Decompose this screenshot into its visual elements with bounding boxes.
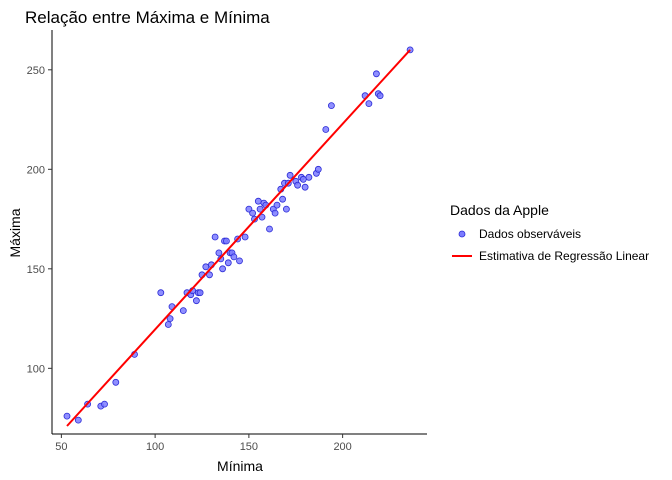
regression-line bbox=[66, 49, 411, 427]
data-point bbox=[74, 416, 82, 424]
data-point bbox=[258, 213, 266, 221]
x-tick-label: 200 bbox=[333, 441, 351, 453]
data-point bbox=[294, 181, 302, 189]
y-tick-label: 200 bbox=[27, 164, 45, 176]
data-point bbox=[273, 201, 281, 209]
data-point bbox=[222, 237, 230, 245]
data-point bbox=[301, 183, 309, 191]
data-point bbox=[249, 209, 257, 217]
data-point bbox=[224, 259, 232, 267]
legend-line-label: Estimativa de Regressão Linear bbox=[479, 249, 649, 263]
data-point bbox=[206, 271, 213, 279]
data-point bbox=[219, 265, 227, 273]
data-point bbox=[157, 289, 165, 297]
data-point bbox=[299, 175, 307, 183]
data-point bbox=[202, 263, 210, 271]
y-tick-label: 250 bbox=[27, 65, 45, 77]
data-point bbox=[236, 257, 243, 265]
plot-area bbox=[63, 46, 414, 427]
legend-title: Dados da Apple bbox=[450, 202, 549, 218]
data-point bbox=[286, 171, 294, 179]
data-point bbox=[166, 315, 174, 323]
data-point bbox=[376, 92, 384, 100]
data-point bbox=[63, 412, 71, 420]
regression-lines bbox=[66, 49, 411, 427]
data-point bbox=[279, 195, 287, 203]
x-tick-label: 150 bbox=[240, 441, 258, 453]
x-axis-ticks: 50 100 150 200 bbox=[55, 434, 352, 453]
x-axis-title: Mínima bbox=[217, 458, 263, 474]
legend-point-key bbox=[458, 230, 466, 238]
x-tick-label: 50 bbox=[55, 441, 67, 453]
y-axis-title: Máxima bbox=[7, 208, 23, 257]
data-point bbox=[211, 233, 219, 241]
data-point bbox=[215, 249, 223, 257]
data-point bbox=[256, 205, 264, 213]
data-point bbox=[196, 289, 204, 297]
data-point bbox=[254, 197, 262, 205]
legend: Dados da Apple Dados observáveis Estimat… bbox=[450, 202, 649, 263]
data-point bbox=[271, 209, 279, 217]
data-point bbox=[322, 126, 330, 133]
data-point bbox=[327, 102, 335, 109]
data-point bbox=[164, 321, 172, 328]
data-point bbox=[314, 165, 322, 173]
x-tick-label: 100 bbox=[146, 441, 164, 453]
y-tick-label: 150 bbox=[27, 264, 45, 276]
data-point bbox=[305, 173, 313, 181]
data-point bbox=[112, 378, 120, 386]
data-point bbox=[192, 297, 200, 305]
y-axis-ticks: 100 150 200 250 bbox=[27, 65, 52, 375]
chart-title: Relação entre Máxima e Mínima bbox=[25, 8, 270, 27]
data-point bbox=[230, 253, 238, 261]
data-point bbox=[179, 307, 187, 315]
data-point bbox=[241, 233, 249, 241]
y-tick-label: 100 bbox=[27, 363, 45, 375]
data-point bbox=[365, 100, 373, 107]
data-point bbox=[101, 400, 108, 408]
legend-points-label: Dados observáveis bbox=[479, 227, 581, 241]
data-point bbox=[372, 70, 380, 78]
data-point bbox=[266, 225, 273, 233]
data-point bbox=[282, 205, 290, 213]
